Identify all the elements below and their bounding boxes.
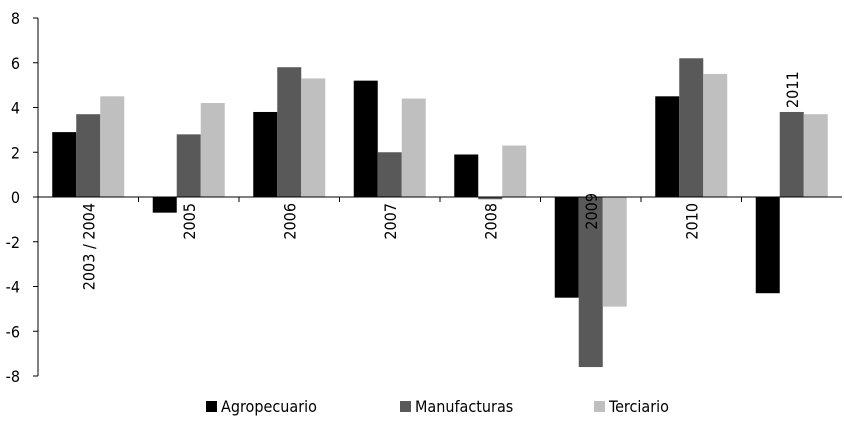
x-category-label: 2005 [180, 203, 199, 240]
x-category-label: 2007 [381, 203, 400, 240]
bar-agropecuario-7 [755, 197, 780, 294]
x-category-label: 2003 / 2004 [79, 203, 98, 290]
bar-terciario-2 [301, 78, 326, 197]
bar-manufacturas-0 [76, 114, 101, 197]
y-tick-label: 6 [11, 54, 20, 73]
bar-agropecuario-5 [554, 197, 579, 298]
x-category-label: 2010 [682, 203, 701, 240]
bar-terciario-4 [502, 145, 527, 197]
x-category-label: 2008 [481, 203, 500, 240]
bar-terciario-5 [602, 197, 627, 307]
bar-manufacturas-6 [679, 58, 704, 198]
y-tick-label: 2 [11, 143, 20, 162]
legend-swatch-terciario [594, 401, 605, 412]
bars [52, 58, 828, 368]
y-tick-label: -4 [6, 278, 20, 297]
bar-manufacturas-2 [277, 67, 302, 197]
bar-agropecuario-6 [655, 96, 680, 197]
x-category-label: 2006 [280, 203, 299, 240]
bar-agropecuario-1 [152, 197, 177, 213]
y-tick-label: 0 [11, 188, 20, 207]
bar-terciario-6 [703, 73, 728, 197]
bar-agropecuario-4 [454, 154, 479, 197]
x-category-label: 2009 [582, 193, 601, 230]
legend-label-manufacturas: Manufacturas [415, 397, 513, 416]
bar-terciario-1 [200, 103, 225, 197]
y-axis: 8 6 4 2 0 -2 -4 -6 -8 [6, 9, 39, 386]
y-tick-label: -2 [6, 233, 20, 252]
bar-manufacturas-4 [478, 197, 503, 200]
legend-label-agropecuario: Agropecuario [221, 397, 317, 416]
bar-terciario-7 [803, 114, 828, 197]
y-tick-label: -6 [6, 322, 20, 341]
x-axis: 2003 / 2004 2005 2006 2007 2008 2009 2010 2011 [38, 71, 842, 290]
bar-manufacturas-1 [176, 134, 201, 197]
bar-manufacturas-7 [779, 111, 804, 197]
legend: Agropecuario Manufacturas Terciario [206, 397, 669, 416]
y-tick-label: 4 [11, 99, 20, 118]
bar-agropecuario-3 [353, 80, 378, 197]
bar-manufacturas-3 [377, 152, 402, 197]
legend-label-terciario: Terciario [608, 397, 669, 416]
bar-agropecuario-0 [52, 132, 77, 197]
y-tick-label: 8 [11, 9, 20, 28]
legend-swatch-agropecuario [206, 401, 217, 412]
bar-terciario-0 [100, 96, 125, 197]
bar-terciario-3 [401, 98, 426, 197]
x-category-label: 2011 [783, 71, 802, 108]
y-tick-label: -8 [6, 367, 20, 386]
bar-agropecuario-2 [253, 111, 278, 197]
legend-swatch-manufacturas [400, 401, 411, 412]
bar-manufacturas-5 [578, 197, 603, 368]
